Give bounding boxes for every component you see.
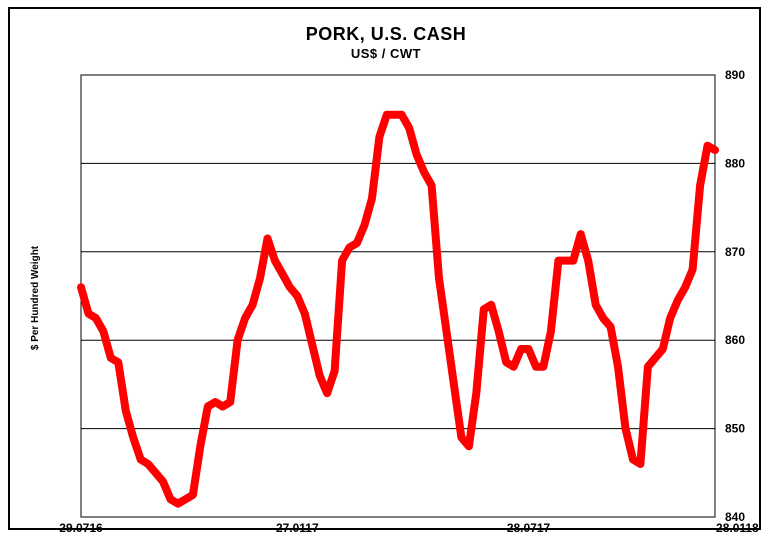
y-tick-label: 860: [725, 333, 745, 347]
gridlines: [81, 162, 715, 430]
y-tick-label: 850: [725, 422, 745, 436]
chart-subtitle: US$ / CWT: [350, 46, 422, 61]
x-tick-label: 28.0717: [507, 521, 551, 535]
y-tick-label: 870: [725, 245, 745, 259]
series-line: [77, 110, 719, 508]
x-tick-label: 27.0117: [276, 521, 319, 535]
plot-area: [80, 74, 716, 518]
y-axis: 840 850 860 870 880 890: [725, 68, 745, 524]
y-tick-label: 840: [725, 510, 745, 524]
y-tick-label: 890: [725, 68, 745, 82]
y-axis-label: $ Per Hundred Weight: [30, 245, 41, 350]
x-axis: 29.0716 27.0117 28.0717 28.0118: [59, 521, 759, 535]
x-tick-label: 28.0118: [716, 521, 759, 535]
series-layer: [77, 110, 719, 508]
chart-title: PORK, U.S. CASH: [305, 24, 467, 44]
y-tick-label: 880: [725, 156, 745, 170]
x-tick-label: 29.0716: [59, 521, 103, 535]
